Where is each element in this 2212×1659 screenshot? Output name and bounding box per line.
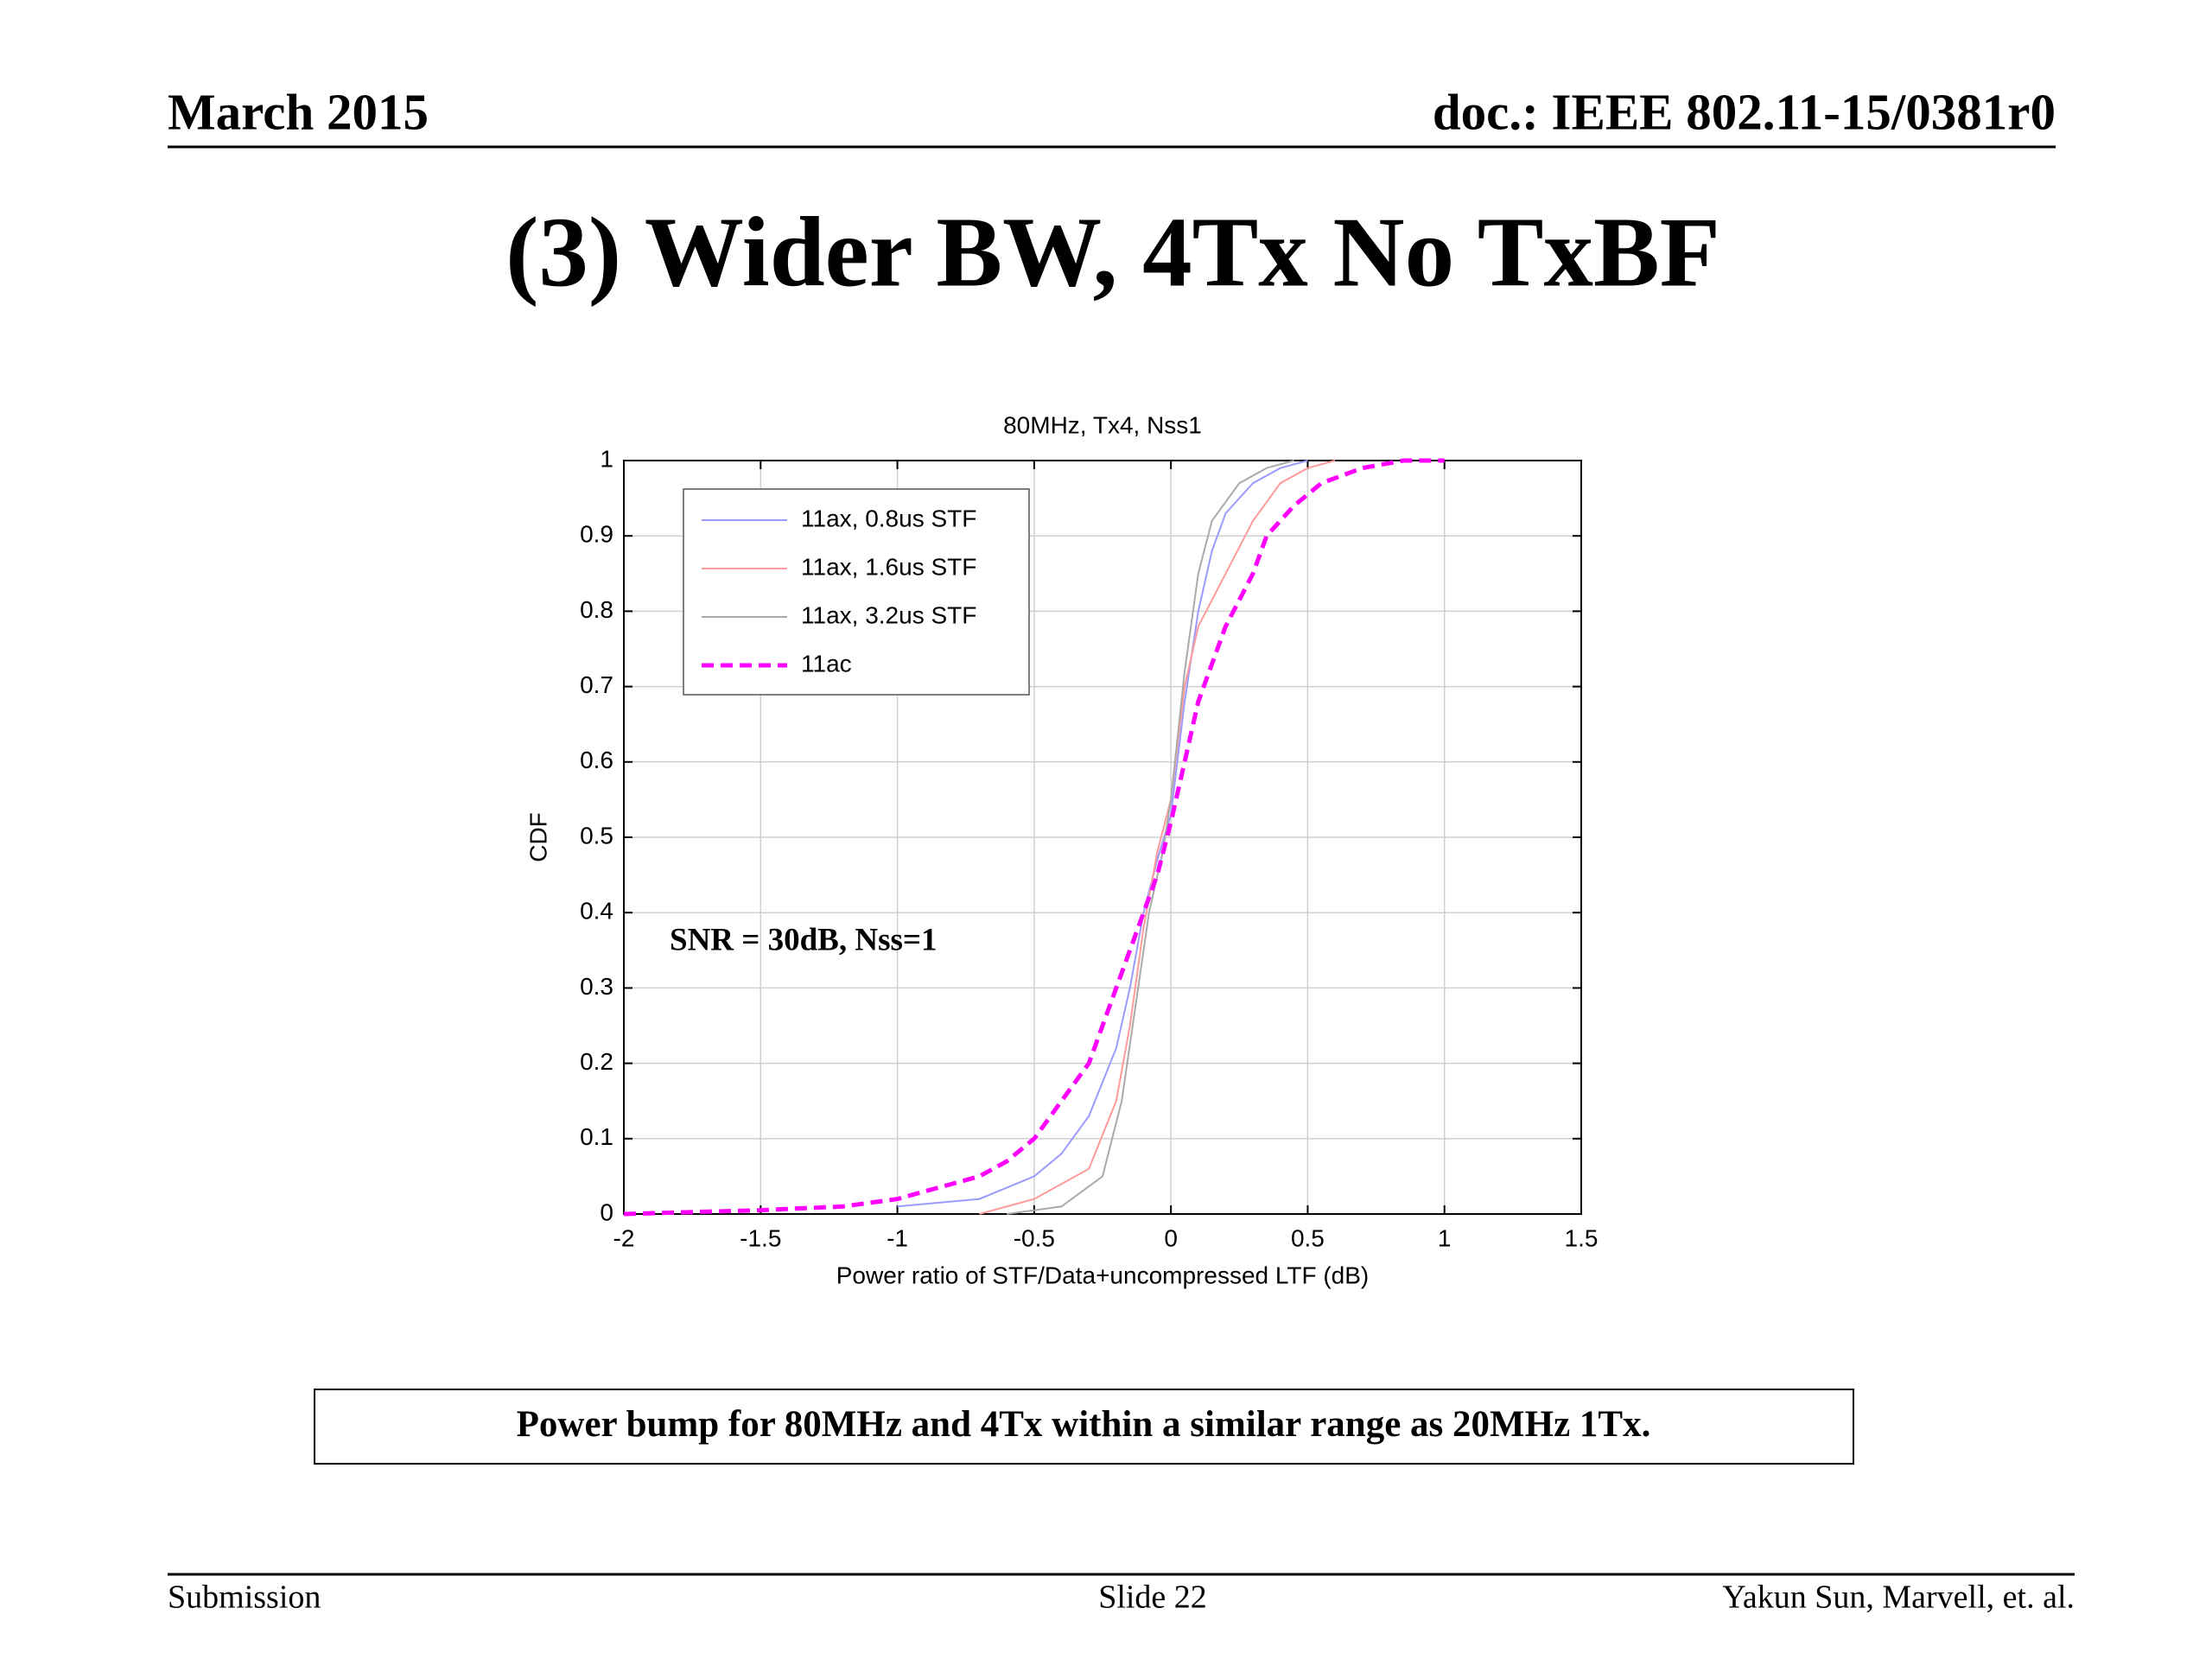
y-tick-label: 0.2 <box>580 1048 613 1075</box>
y-tick-label: 1 <box>600 445 613 472</box>
annotation: SNR = 30dB, Nss=1 <box>670 922 937 957</box>
footer-left: Submission <box>168 1580 321 1616</box>
x-axis-label: Power ratio of STF/Data+uncompressed LTF… <box>836 1262 1370 1288</box>
footer-center: Slide 22 <box>1098 1580 1207 1616</box>
y-tick-label: 0.3 <box>580 973 613 1000</box>
legend-label: 11ax, 1.6us STF <box>801 553 976 580</box>
series-line <box>1007 460 1294 1215</box>
x-tick-label: -1.5 <box>740 1224 781 1251</box>
x-tick-label: 1 <box>1438 1224 1452 1251</box>
legend-box <box>683 488 1030 696</box>
x-tick-label: -2 <box>613 1224 635 1251</box>
slide-title: (3) Wider BW, 4Tx No TxBF <box>505 197 1720 307</box>
y-tick-label: 0.7 <box>580 671 613 698</box>
y-tick-label: 0.6 <box>580 747 613 773</box>
y-tick-label: 0.4 <box>580 898 613 925</box>
plot-frame <box>623 460 1582 1215</box>
y-tick-label: 0.8 <box>580 596 613 623</box>
callout-text: Power bump for 80MHz and 4Tx within a si… <box>517 1404 1651 1445</box>
x-tick-label: -1 <box>887 1224 908 1251</box>
x-tick-label: 1.5 <box>1565 1224 1599 1251</box>
footer-right: Yakun Sun, Marvell, et. al. <box>1722 1580 2075 1616</box>
y-tick-label: 0.5 <box>580 822 613 849</box>
y-tick-label: 0.1 <box>580 1123 613 1150</box>
y-tick-label: 0.9 <box>580 521 613 548</box>
x-tick-label: 0 <box>1164 1224 1178 1251</box>
y-axis-label: CDF <box>524 812 551 862</box>
y-tick-label: 0 <box>600 1198 613 1225</box>
x-tick-label: -0.5 <box>1014 1224 1055 1251</box>
series-line <box>897 460 1308 1208</box>
legend-label: 11ax, 0.8us STF <box>801 505 976 531</box>
header-date: March 2015 <box>168 84 429 141</box>
x-tick-label: 0.5 <box>1291 1224 1325 1251</box>
legend-label: 11ac <box>801 650 852 677</box>
chart-title: 80MHz, Tx4, Nss1 <box>1003 411 1202 438</box>
chart: -2 -1.5 -1 -0.5 0 0.5 1 1.5 0 0.1 0.2 0.3 0.4 0.5 0.6 0… <box>524 411 1598 1288</box>
callout-box <box>314 1389 1854 1465</box>
header-doc: doc.: IEEE 802.11-15/0381r0 <box>1433 84 2056 141</box>
legend-label: 11ax, 3.2us STF <box>801 601 976 628</box>
